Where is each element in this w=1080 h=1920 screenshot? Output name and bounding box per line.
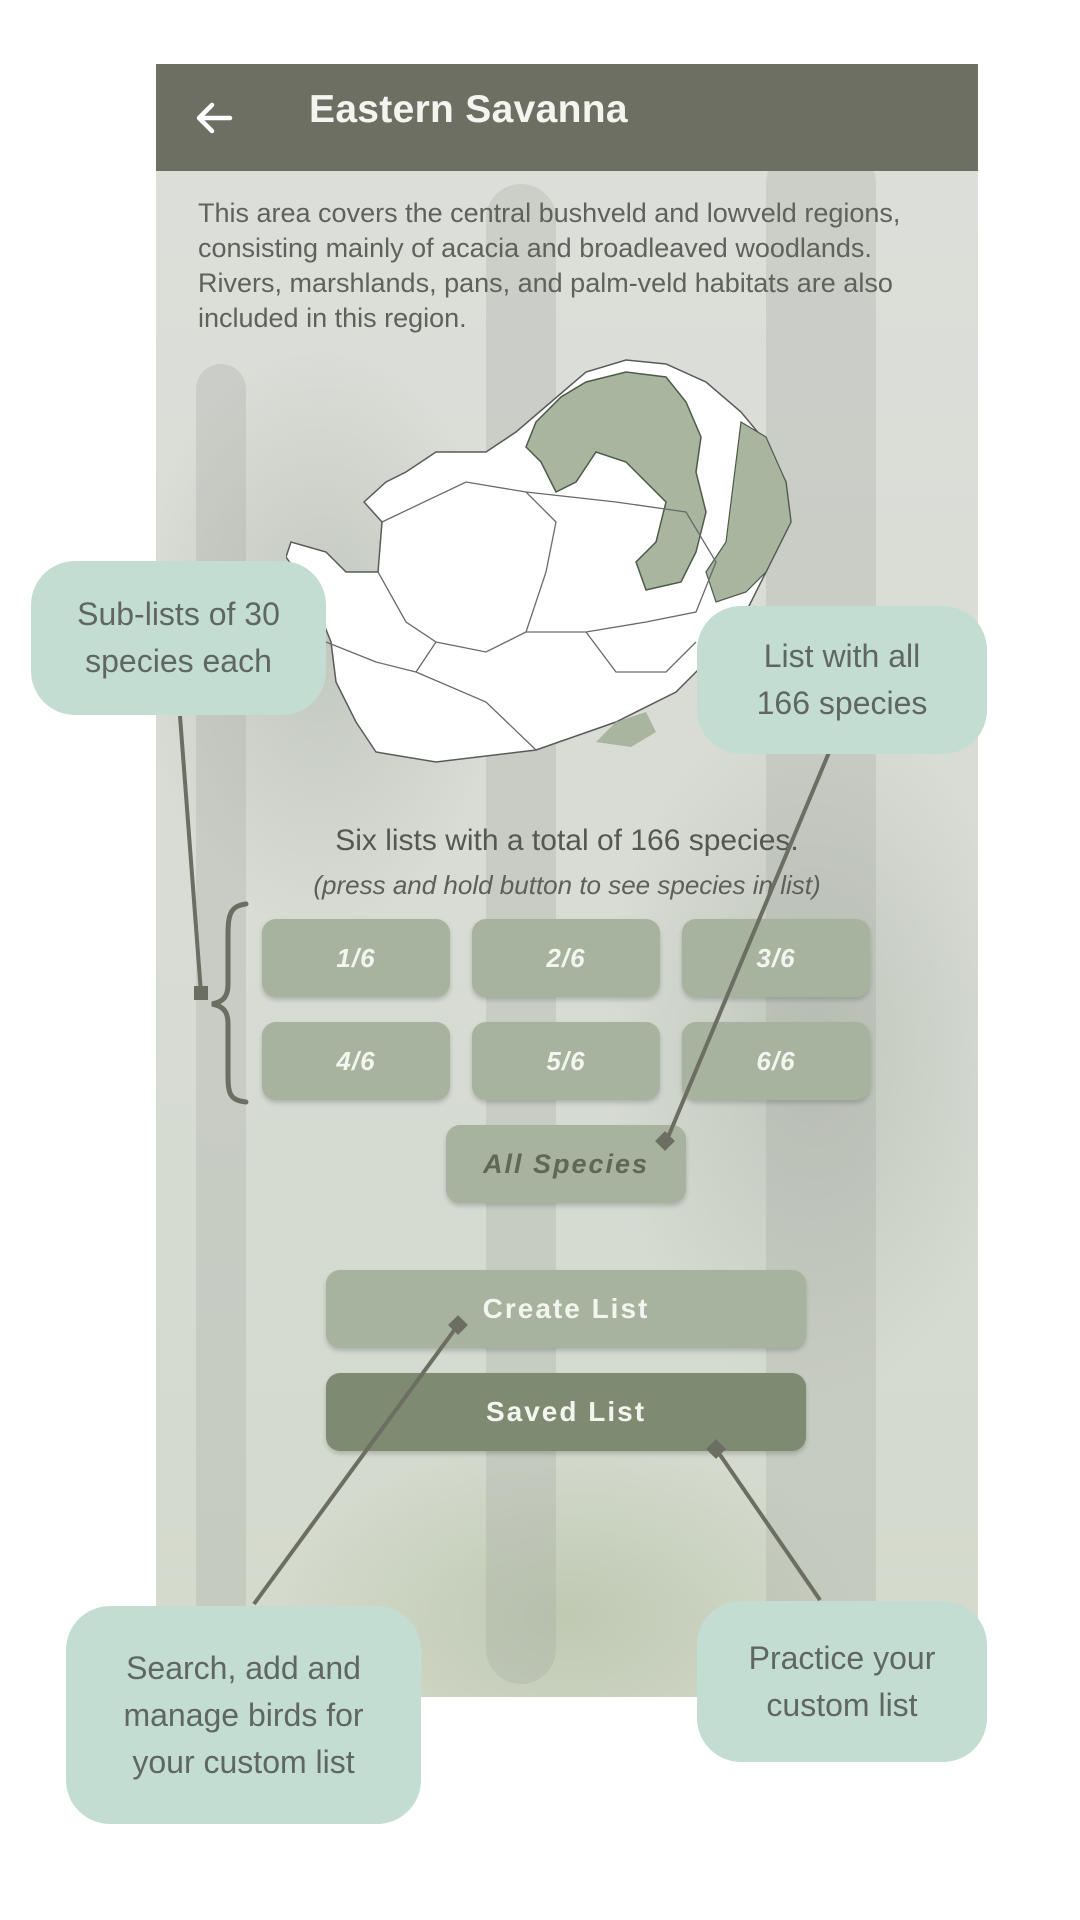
region-map [286,359,792,763]
callout-sub-lists-text: Sub-lists of 30 species each [77,596,280,679]
province-border [325,641,537,751]
arrow-left-icon [196,102,233,134]
press-hold-hint: (press and hold button to see species in… [313,870,821,900]
callout-saved-list: Practice your custom list [697,1601,987,1762]
callout-sub-lists: Sub-lists of 30 species each [31,561,326,715]
highlighted-patch [596,712,656,747]
species-summary: Six lists with a total of 166 species. [335,824,799,857]
sub-list-button-3[interactable]: 3/6 [682,919,870,997]
sub-list-button-2[interactable]: 2/6 [472,919,660,997]
highlighted-coast [705,421,792,603]
region-description: This area covers the central bushveld an… [198,198,901,333]
app-bar: Eastern Savanna [156,64,978,171]
highlighted-region [525,371,707,591]
create-list-button[interactable]: Create List [326,1270,806,1348]
background-tree [196,364,246,1664]
all-species-button[interactable]: All Species [446,1125,686,1203]
sub-list-button-4[interactable]: 4/6 [262,1022,450,1100]
province-border [525,491,717,633]
callout-all-species-text: List with all 166 species [756,638,928,721]
back-button[interactable] [186,90,242,146]
callout-saved-list-text: Practice your custom list [748,1639,936,1723]
province-border [585,631,697,673]
callout-create-list-text: Search, add and manage birds for your cu… [123,1649,364,1780]
sub-list-button-6[interactable]: 6/6 [682,1022,870,1100]
callout-create-list: Search, add and manage birds for your cu… [66,1606,421,1824]
callout-all-species: List with all 166 species [697,606,987,754]
sub-list-button-1[interactable]: 1/6 [262,919,450,997]
province-border [377,481,557,653]
saved-list-button[interactable]: Saved List [326,1373,806,1451]
page-title: Eastern Savanna [309,88,628,131]
sub-list-button-5[interactable]: 5/6 [472,1022,660,1100]
phone-screen: Eastern Savanna This area covers the cen… [156,64,978,1697]
